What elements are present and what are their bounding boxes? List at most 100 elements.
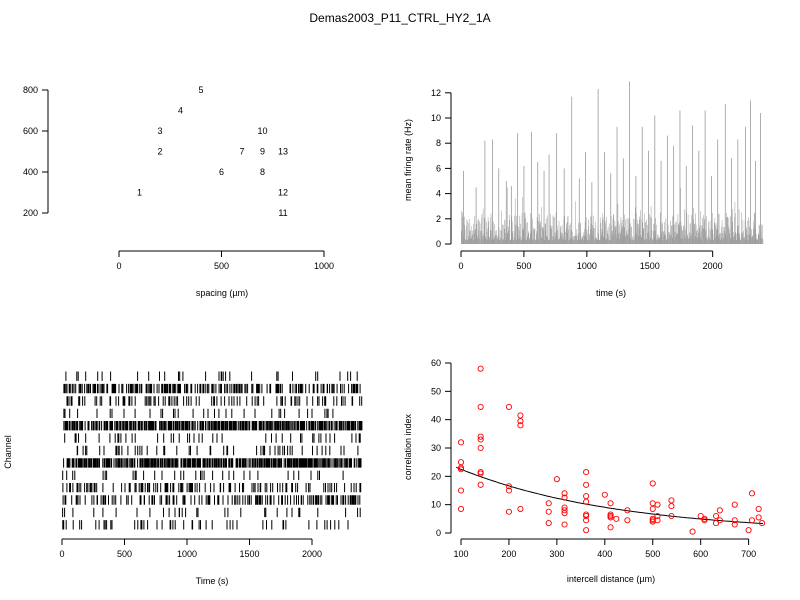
firing-rate-x-tick-label: 2000 (703, 261, 723, 271)
raster-spikes (66, 396, 363, 406)
correlation-point (624, 507, 631, 514)
correlation-point (607, 524, 614, 531)
correlation-x-tick-label: 400 (597, 549, 612, 559)
raster-channel-4 (63, 408, 334, 418)
correlation-point (477, 365, 484, 372)
electrode-label-10: 10 (257, 126, 267, 136)
raster-channel-7 (76, 445, 359, 456)
correlation-point (457, 487, 465, 494)
correlation-point (517, 422, 524, 429)
correlation-point (649, 505, 656, 512)
correlation-point (477, 470, 484, 477)
correlation-x-tick-label: 100 (453, 549, 468, 559)
correlation-point (505, 487, 512, 494)
correlation-point (755, 514, 762, 521)
electrode-layout-x-tick-label: 500 (214, 261, 229, 271)
correlation-y-tick-label: 60 (431, 358, 441, 368)
correlation-y-label: correlation index (403, 413, 413, 480)
correlation-x-tick-label: 600 (693, 549, 708, 559)
firing-rate-y-tick-label: 10 (431, 113, 441, 123)
firing-rate-x-tick-label: 500 (516, 261, 531, 271)
correlation-point (561, 504, 568, 511)
firing-rate-y-tick-label: 6 (436, 163, 441, 173)
electrode-label-4: 4 (178, 106, 183, 116)
correlation-point (561, 507, 568, 514)
firing-rate-x-label: time (s) (596, 288, 626, 298)
raster-channel-10 (62, 483, 362, 493)
raster-channel-6 (64, 433, 361, 443)
correlation-axes: 100 200 300 400 500 600 700 0 10 20 30 40 50 60 (431, 358, 756, 559)
firing-rate-y-tick-label: 2 (436, 214, 441, 224)
raster-channel-11 (62, 495, 361, 505)
correlation-point (755, 505, 762, 512)
firing-rate-y-tick-label: 8 (436, 138, 441, 148)
correlation-point (583, 469, 590, 476)
raster-channel-12 (62, 507, 361, 518)
electrode-layout-axes: 0 500 1000 200 400 600 800 (23, 85, 334, 271)
electrode-layout-y-tick-label: 200 (23, 208, 38, 218)
spike-raster-axes: 0 500 1000 1500 2000 (59, 538, 322, 559)
raster-spikes (62, 483, 362, 493)
correlation-point (701, 517, 708, 524)
correlation-y-tick-label: 40 (431, 415, 441, 425)
spike-raster-x-tick-label: 1000 (177, 549, 197, 559)
correlation-y-tick-label: 50 (431, 386, 441, 396)
correlation-point (613, 515, 620, 522)
correlation-point (668, 512, 675, 520)
firing-rate-y-tick-label: 0 (436, 239, 441, 249)
electrode-layout-y-tick-label: 400 (23, 167, 38, 177)
correlation-point (517, 418, 524, 425)
firing-rate-x-tick-label: 1500 (640, 261, 660, 271)
electrode-label-6: 6 (219, 167, 224, 177)
spike-raster-plot: 0 500 1000 1500 2000 Time (s) Channel (3, 371, 363, 586)
firing-rate-trace (461, 81, 764, 244)
correlation-point (545, 520, 552, 527)
correlation-points (456, 365, 766, 535)
electrode-label-7: 7 (239, 147, 244, 157)
correlation-point (477, 444, 484, 452)
correlation-x-tick-label: 700 (741, 549, 756, 559)
correlation-point (716, 517, 723, 524)
electrode-label-12: 12 (278, 188, 288, 198)
correlation-y-tick-label: 10 (431, 500, 441, 510)
raster-spikes (76, 445, 359, 456)
electrode-label-3: 3 (157, 126, 162, 136)
correlation-point (716, 507, 723, 514)
correlation-point (654, 512, 661, 520)
correlation-point (561, 510, 568, 517)
correlation-point (624, 517, 631, 524)
firing-rate-y-tick-label: 12 (431, 88, 441, 98)
correlation-point (561, 521, 568, 528)
correlation-point (457, 439, 465, 446)
raster-channel-1 (65, 371, 358, 381)
correlation-point (545, 508, 552, 515)
correlation-point (477, 436, 484, 443)
spike-raster-x-label: Time (s) (196, 576, 229, 586)
firing-rate-baseline (461, 187, 764, 244)
raster-spikes (63, 383, 361, 394)
raster-channel-5 (63, 421, 363, 431)
firing-rate-axes: 0 500 1000 1500 2000 0 2 4 6 8 10 12 (431, 88, 723, 271)
correlation-point (745, 527, 752, 534)
correlation-point (654, 501, 661, 508)
correlation-point (607, 500, 614, 507)
firing-rate-x-tick-label: 1000 (577, 261, 597, 271)
correlation-fit-curve (456, 466, 764, 525)
correlation-point (553, 476, 560, 483)
correlation-point (712, 520, 720, 527)
raster-channel-3 (66, 396, 363, 406)
firing-rate-plot: 0 500 1000 1500 2000 0 2 4 6 8 10 12 time (s) mean … (403, 81, 764, 298)
correlation-point (654, 517, 661, 524)
correlation-point (505, 403, 512, 410)
raster-spikes (64, 433, 361, 443)
correlation-plot: 100 200 300 400 500 600 700 0 10 20 30 40 50 60 inter… (403, 358, 766, 584)
correlation-x-tick-label: 200 (501, 549, 516, 559)
correlation-point (712, 512, 720, 520)
correlation-point (583, 527, 590, 534)
correlation-point (731, 517, 738, 524)
correlation-point (561, 490, 568, 497)
spike-raster-spikes (62, 371, 363, 530)
correlation-y-tick-label: 0 (436, 528, 441, 538)
correlation-point (748, 517, 756, 524)
